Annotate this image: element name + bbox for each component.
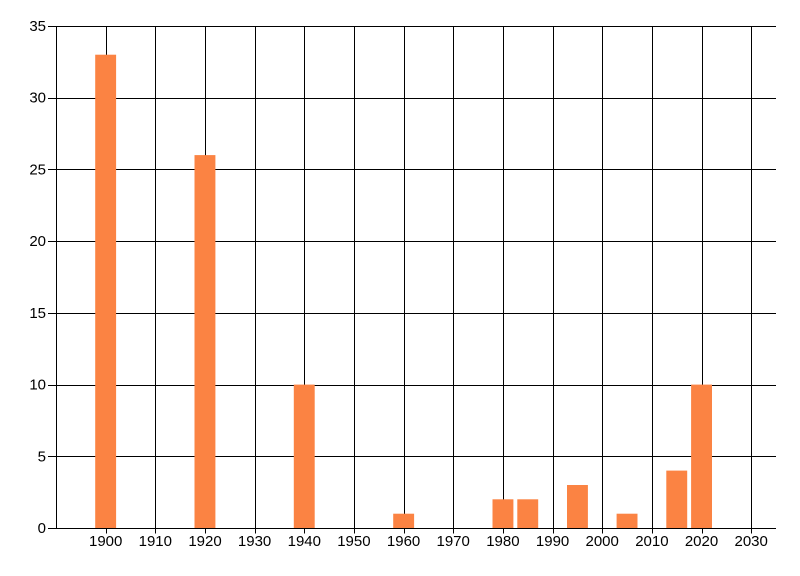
bar-2015	[666, 470, 688, 528]
x-tick-label: 2010	[635, 533, 668, 550]
x-tick-label: 2020	[685, 533, 718, 550]
bar-2020	[691, 384, 712, 528]
x-tick-label: 1910	[139, 533, 172, 550]
y-tick-label: 20	[29, 233, 46, 250]
y-tick-label: 25	[29, 161, 46, 178]
bar-1985	[517, 499, 539, 528]
x-tick-label: 1970	[437, 533, 470, 550]
y-tick-label: 30	[29, 90, 46, 107]
y-tick-label: 15	[29, 305, 46, 322]
x-tick-label: 2000	[586, 533, 619, 550]
x-tick-label: 1940	[288, 533, 321, 550]
y-tick-label: 35	[29, 18, 46, 35]
y-tick-label: 0	[38, 520, 46, 537]
x-tick-label: 1990	[536, 533, 569, 550]
bar-2005	[616, 513, 638, 528]
bar-1940	[293, 384, 315, 528]
bar-1960	[393, 513, 415, 528]
x-tick-label: 1930	[238, 533, 271, 550]
x-tick-label: 1980	[486, 533, 519, 550]
x-tick-label: 1950	[337, 533, 370, 550]
x-tick-label: 1960	[387, 533, 420, 550]
bar-1920	[194, 155, 216, 528]
bar-1980	[492, 499, 514, 528]
bar-1995	[567, 485, 588, 528]
y-tick-label: 10	[29, 377, 46, 394]
x-tick-label: 1900	[89, 533, 122, 550]
y-tick-label: 5	[38, 448, 46, 465]
bar-1900	[95, 54, 117, 528]
x-tick-label: 2030	[735, 533, 768, 550]
x-tick-label: 1920	[188, 533, 221, 550]
